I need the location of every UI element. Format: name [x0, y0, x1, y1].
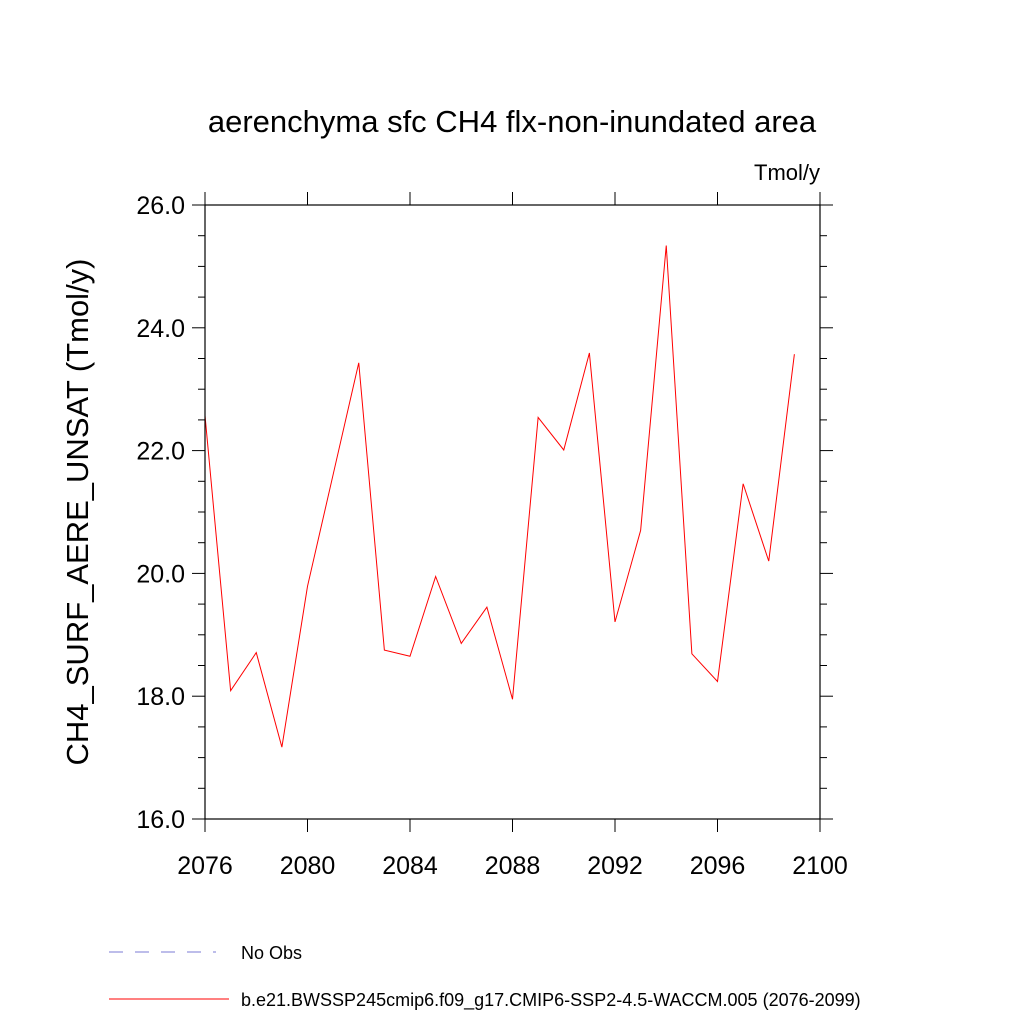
y-axis-label: CH4_SURF_AERE_UNSAT (Tmol/y)	[60, 258, 95, 765]
y-tick-label: 22.0	[136, 438, 185, 466]
series-line	[204, 245, 795, 748]
legend-label: b.e21.BWSSP245cmip6.f09_g17.CMIP6-SSP2-4…	[241, 990, 861, 1011]
y-tick-label: 26.0	[136, 192, 185, 220]
legend: No Obs b.e21.BWSSP245cmip6.f09_g17.CMIP6-…	[109, 943, 861, 1011]
series-layer	[204, 245, 795, 748]
y-tick-label: 16.0	[136, 806, 185, 834]
legend-label: No Obs	[241, 943, 302, 963]
plot-frame	[204, 204, 821, 820]
x-tick-label: 2092	[587, 852, 643, 880]
y-axis-ticks: 16.0 18.0 20.0 22.0 24.0 26.0	[136, 192, 833, 834]
chart-title: aerenchyma sfc CH4 flx-non-inundated are…	[208, 104, 817, 139]
x-tick-label: 2076	[177, 852, 233, 880]
x-axis-ticks: 2076 2080 2084 2088 2092 2096 2100	[177, 192, 848, 880]
x-tick-label: 2100	[792, 852, 848, 880]
x-tick-label: 2088	[485, 852, 541, 880]
x-tick-label: 2096	[690, 852, 746, 880]
units-label: Tmol/y	[754, 160, 820, 185]
y-tick-label: 20.0	[136, 560, 185, 588]
y-tick-label: 24.0	[136, 315, 185, 343]
y-tick-label: 18.0	[136, 683, 185, 711]
x-tick-label: 2080	[280, 852, 336, 880]
x-tick-label: 2084	[382, 852, 438, 880]
